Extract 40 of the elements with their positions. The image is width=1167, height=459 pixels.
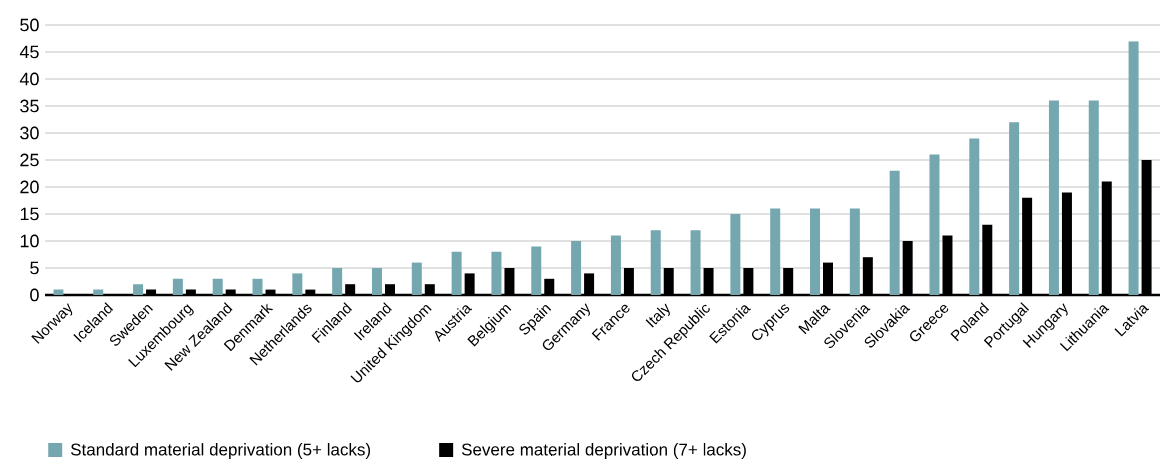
bar [411,262,422,295]
bar [451,251,462,295]
bar [371,268,382,295]
bar [810,208,821,295]
legend-label: Severe material deprivation (7+ lacks) [461,443,746,459]
bar [212,278,223,295]
bar [889,170,900,295]
y-tick-label: 35 [20,99,39,113]
bar [1088,100,1099,295]
bar [531,246,542,295]
bar [969,138,980,295]
bar [929,154,940,295]
bar [252,278,263,295]
y-tick-label: 50 [20,18,39,32]
bar [690,230,701,295]
bar [770,208,781,295]
bar [491,251,502,295]
y-tick-label: 40 [19,72,39,86]
bar [1128,41,1139,295]
bar [172,278,183,295]
bar [1048,100,1059,295]
y-tick-label: 20 [20,180,39,194]
y-tick-label: 25 [20,153,39,167]
bar [332,268,343,295]
bar [849,208,860,295]
bar [571,241,582,295]
bar [610,235,621,295]
y-tick-label: 45 [19,45,39,59]
y-tick-label: 0 [30,288,39,302]
bar [133,284,144,295]
bar [1009,122,1020,295]
y-tick-label: 10 [20,234,39,248]
bar [650,230,661,295]
y-tick-label: 5 [30,261,39,275]
bar [292,273,303,295]
legend-label: Standard material deprivation (5+ lacks) [70,443,371,459]
bar [93,289,104,295]
y-tick-label: 30 [20,126,39,140]
bar [730,214,741,295]
y-tick-label: 15 [20,207,39,221]
